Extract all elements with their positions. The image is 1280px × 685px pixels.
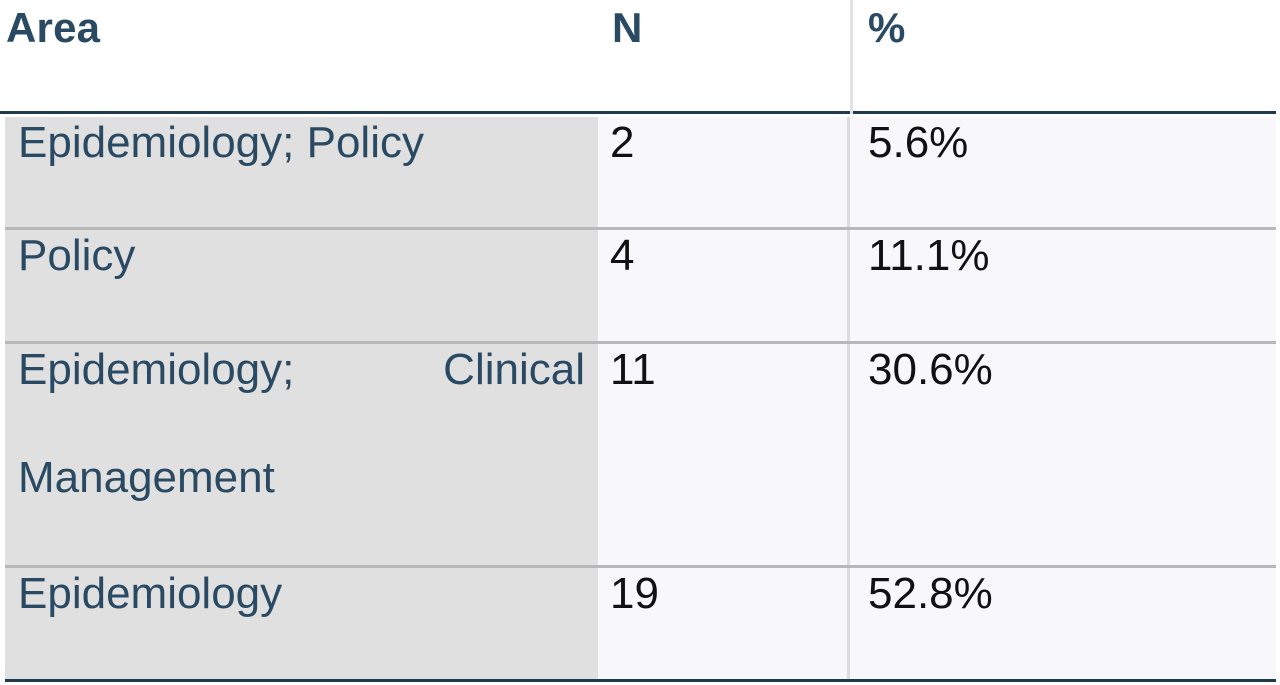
cell-n-text: 2 <box>610 118 635 167</box>
cell-percent: 11.1% <box>850 230 1276 341</box>
table-row: Epidemiology; Policy 2 5.6% <box>5 117 1276 227</box>
cell-percent-text: 5.6% <box>868 118 969 167</box>
table-row: Epidemiology 19 52.8% <box>5 568 1276 679</box>
header-divider <box>850 0 853 114</box>
cell-percent: 52.8% <box>850 568 1276 679</box>
cell-area-line-2: Management <box>18 453 275 502</box>
header-percent: % <box>868 4 906 51</box>
cell-n-text: 19 <box>610 569 659 618</box>
table-row: Epidemiology; Clinical Management 11 30.… <box>5 344 1276 565</box>
cell-n: 2 <box>598 117 850 227</box>
header-n: N <box>612 4 643 51</box>
row-separator <box>5 565 1276 568</box>
cell-percent-text: 30.6% <box>868 345 993 394</box>
cell-area: Epidemiology <box>5 568 598 679</box>
table-row: Policy 4 11.1% <box>5 230 1276 341</box>
table-bottom-border <box>5 679 1276 682</box>
header-area: Area <box>6 4 101 51</box>
cell-n-text: 4 <box>610 231 635 280</box>
cell-n: 4 <box>598 230 850 341</box>
cell-percent-text: 11.1% <box>868 231 990 280</box>
cell-n-text: 11 <box>610 345 656 394</box>
cell-area-line-1: Epidemiology; Clinical <box>18 316 585 424</box>
cell-area-word: Clinical <box>443 345 585 394</box>
cell-n: 19 <box>598 568 850 679</box>
table-header-row: Area N % <box>0 0 1276 114</box>
cell-area-text: Epidemiology; Policy <box>18 118 424 167</box>
cell-area: Epidemiology; Clinical Management <box>5 344 598 565</box>
cell-area-text: Policy <box>18 231 136 280</box>
cell-n: 11 <box>598 344 850 565</box>
cell-percent: 5.6% <box>850 117 1276 227</box>
row-separator <box>5 227 1276 230</box>
row-separator <box>5 341 1276 344</box>
cell-area-word: Epidemiology; <box>18 345 295 394</box>
cell-percent: 30.6% <box>850 344 1276 565</box>
cell-area-text: Epidemiology <box>18 569 283 618</box>
cell-area: Epidemiology; Policy <box>5 117 598 227</box>
cell-percent-text: 52.8% <box>868 569 993 618</box>
cell-area: Policy <box>5 230 598 341</box>
